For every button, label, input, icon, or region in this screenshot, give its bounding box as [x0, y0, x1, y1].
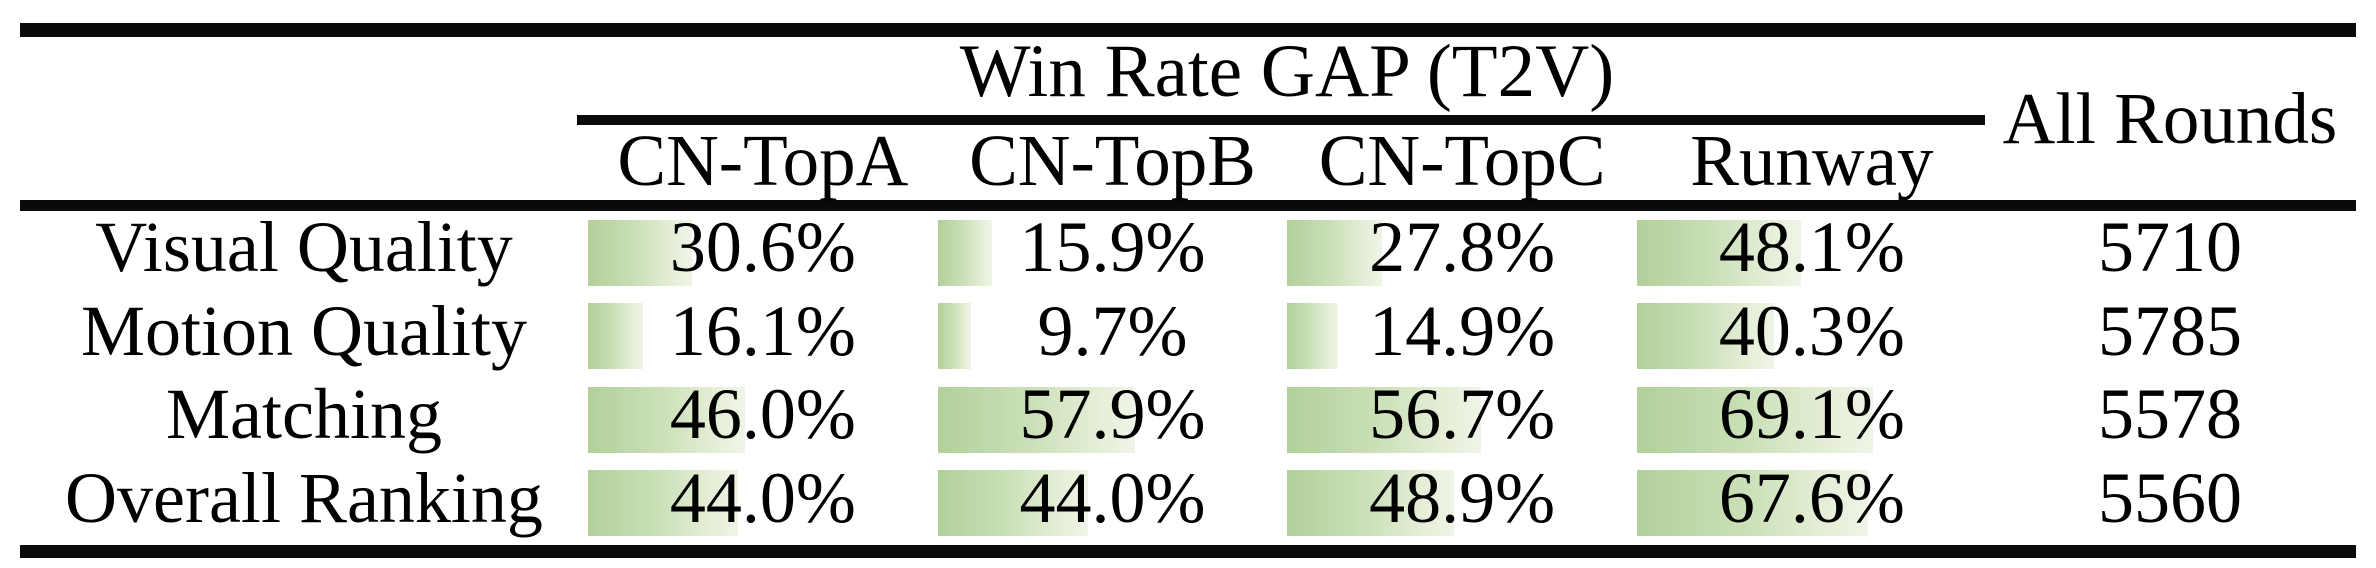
data-cell: 9.7% [937, 290, 1288, 371]
column-header-cn-topa: CN-TopA [588, 122, 938, 198]
table-row-overall-ranking: Overall Ranking 44.0% 44.0% 48.9% 67.6% … [0, 462, 2376, 546]
all-rounds-value: 5710 [2098, 207, 2242, 287]
data-cell-value: 30.6% [669, 207, 856, 287]
data-cell: 57.9% [937, 374, 1288, 454]
data-cell: 69.1% [1637, 374, 1987, 454]
column-header-text: CN-TopC [1318, 119, 1606, 201]
all-rounds-cell: 5710 [1984, 211, 2356, 283]
row-label: Motion Quality [20, 295, 588, 367]
all-rounds-header-text: All Rounds [2002, 78, 2338, 159]
data-cell-value: 16.1% [669, 290, 856, 371]
data-cell-value: 67.6% [1718, 457, 1905, 538]
data-cell: 44.0% [588, 457, 938, 538]
table-row-motion-quality: Motion Quality 16.1% 9.7% 14.9% 40.3% 57… [0, 295, 2376, 379]
column-header-text: Runway [1690, 119, 1934, 201]
data-cell-value: 44.0% [669, 457, 856, 538]
row-label: Overall Ranking [20, 462, 588, 534]
data-cell-value: 46.0% [669, 374, 856, 454]
data-cell: 30.6% [588, 207, 938, 287]
row-label: Matching [20, 378, 588, 450]
data-cell-value: 27.8% [1369, 207, 1556, 287]
data-cell-value: 56.7% [1369, 374, 1556, 454]
data-cell-value: 48.9% [1369, 457, 1556, 538]
data-cell-value: 57.9% [1019, 374, 1206, 454]
data-cell-value: 14.9% [1369, 290, 1556, 371]
data-cell-value: 40.3% [1718, 290, 1905, 371]
data-cell-value: 9.7% [1037, 290, 1188, 371]
data-cell: 44.0% [937, 457, 1288, 538]
table-row-visual-quality: Visual Quality 30.6% 15.9% 27.8% 48.1% 5… [0, 211, 2376, 295]
data-cell: 48.9% [1287, 457, 1637, 538]
all-rounds-value: 5578 [2098, 374, 2242, 454]
column-header-cn-topc: CN-TopC [1287, 122, 1637, 198]
row-label-text: Overall Ranking [65, 457, 543, 538]
row-label-text: Motion Quality [81, 290, 527, 371]
data-bar [937, 219, 992, 286]
all-rounds-cell: 5785 [1984, 295, 2356, 367]
data-cell-value: 44.0% [1019, 457, 1206, 538]
data-bar [1287, 219, 1383, 286]
table-row-matching: Matching 46.0% 57.9% 56.7% 69.1% 5578 [0, 378, 2376, 462]
all-rounds-value: 5785 [2098, 290, 2242, 371]
data-bar [937, 303, 971, 369]
data-cell-value: 15.9% [1019, 207, 1206, 287]
data-cell: 27.8% [1287, 207, 1637, 287]
column-header-text: CN-TopB [969, 119, 1256, 201]
table-top-rule [20, 23, 2356, 37]
row-label-text: Matching [166, 374, 442, 454]
row-label-text: Visual Quality [95, 207, 513, 287]
all-rounds-value: 5560 [2098, 457, 2242, 538]
data-cell-value: 48.1% [1718, 207, 1905, 287]
all-rounds-cell: 5578 [1984, 378, 2356, 450]
data-cell: 48.1% [1637, 207, 1987, 287]
data-cell: 40.3% [1637, 290, 1987, 371]
all-rounds-cell: 5560 [1984, 462, 2356, 534]
table-bottom-rule [20, 545, 2356, 558]
data-cell: 56.7% [1287, 374, 1637, 454]
group-header-title-text: Win Rate GAP (T2V) [959, 29, 1615, 113]
data-cell-value: 69.1% [1718, 374, 1905, 454]
column-header-cn-topb: CN-TopB [938, 122, 1288, 198]
data-cell: 14.9% [1287, 290, 1637, 371]
column-header-runway: Runway [1637, 122, 1987, 198]
all-rounds-column-header: All Rounds [1984, 37, 2356, 200]
column-header-text: CN-TopA [617, 119, 909, 201]
data-cell: 16.1% [588, 290, 938, 371]
data-cell: 15.9% [937, 207, 1288, 287]
row-label: Visual Quality [20, 211, 588, 283]
data-cell: 67.6% [1637, 457, 1987, 538]
group-header-underline-rule [577, 115, 1985, 125]
data-cell: 46.0% [588, 374, 938, 454]
data-bar [1287, 303, 1339, 369]
header-body-separator-rule [20, 200, 2356, 211]
group-header-title: Win Rate GAP (T2V) [588, 30, 1986, 112]
data-bar [588, 303, 643, 369]
